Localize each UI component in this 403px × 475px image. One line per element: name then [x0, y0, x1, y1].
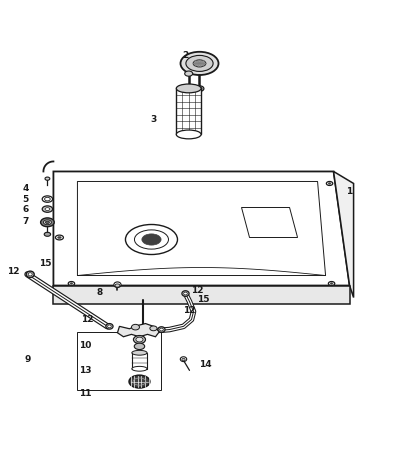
Ellipse shape	[68, 282, 75, 285]
Polygon shape	[117, 323, 160, 337]
Ellipse shape	[186, 56, 213, 71]
Ellipse shape	[182, 358, 185, 361]
Ellipse shape	[181, 52, 218, 75]
Text: 8: 8	[96, 288, 103, 297]
Ellipse shape	[132, 351, 147, 355]
Text: 5: 5	[22, 195, 29, 204]
Text: 12: 12	[183, 306, 196, 315]
Ellipse shape	[125, 225, 177, 255]
Ellipse shape	[131, 324, 139, 330]
Ellipse shape	[176, 84, 201, 93]
Polygon shape	[54, 171, 349, 285]
Ellipse shape	[114, 282, 121, 287]
Text: 2: 2	[183, 51, 189, 60]
Bar	[132, 353, 147, 369]
Ellipse shape	[328, 183, 331, 184]
Ellipse shape	[41, 218, 54, 227]
Ellipse shape	[158, 327, 165, 332]
Ellipse shape	[150, 326, 157, 331]
Ellipse shape	[70, 283, 73, 285]
Ellipse shape	[44, 220, 52, 225]
Ellipse shape	[134, 343, 145, 350]
Ellipse shape	[180, 357, 187, 361]
Ellipse shape	[135, 230, 168, 249]
Ellipse shape	[142, 234, 161, 245]
Ellipse shape	[42, 196, 53, 202]
Text: 15: 15	[39, 259, 52, 268]
Ellipse shape	[132, 366, 147, 371]
Ellipse shape	[326, 181, 333, 185]
Text: 11: 11	[79, 389, 92, 398]
Ellipse shape	[193, 60, 206, 67]
Text: 12: 12	[7, 267, 20, 276]
Text: 14: 14	[199, 360, 212, 369]
Text: 1: 1	[347, 187, 353, 196]
Ellipse shape	[197, 87, 202, 90]
Ellipse shape	[106, 323, 113, 329]
Ellipse shape	[160, 328, 163, 331]
Ellipse shape	[26, 271, 34, 277]
Ellipse shape	[46, 221, 50, 224]
Ellipse shape	[44, 232, 51, 236]
Text: 12: 12	[81, 315, 93, 324]
Polygon shape	[54, 285, 349, 304]
Ellipse shape	[330, 283, 333, 285]
Ellipse shape	[42, 206, 53, 212]
Ellipse shape	[136, 337, 143, 342]
Ellipse shape	[328, 282, 335, 285]
Ellipse shape	[176, 130, 201, 139]
Text: 3: 3	[150, 115, 157, 124]
Text: 13: 13	[79, 366, 92, 375]
Bar	[176, 88, 201, 134]
Ellipse shape	[45, 208, 50, 210]
Ellipse shape	[108, 325, 111, 328]
Ellipse shape	[133, 335, 145, 343]
Ellipse shape	[184, 292, 187, 295]
Text: 6: 6	[22, 205, 29, 214]
Ellipse shape	[45, 197, 50, 201]
Ellipse shape	[129, 375, 150, 388]
Ellipse shape	[185, 71, 193, 76]
Ellipse shape	[45, 177, 50, 180]
Text: 12: 12	[191, 286, 204, 295]
Text: 7: 7	[22, 217, 29, 226]
Text: 4: 4	[22, 184, 29, 193]
Text: 10: 10	[79, 341, 91, 350]
Ellipse shape	[115, 284, 120, 287]
Ellipse shape	[58, 237, 61, 238]
Text: 15: 15	[197, 295, 210, 304]
Ellipse shape	[56, 235, 63, 240]
Text: 9: 9	[24, 355, 31, 364]
Ellipse shape	[182, 291, 189, 296]
Ellipse shape	[28, 273, 32, 276]
Ellipse shape	[195, 86, 204, 91]
Polygon shape	[334, 171, 353, 297]
